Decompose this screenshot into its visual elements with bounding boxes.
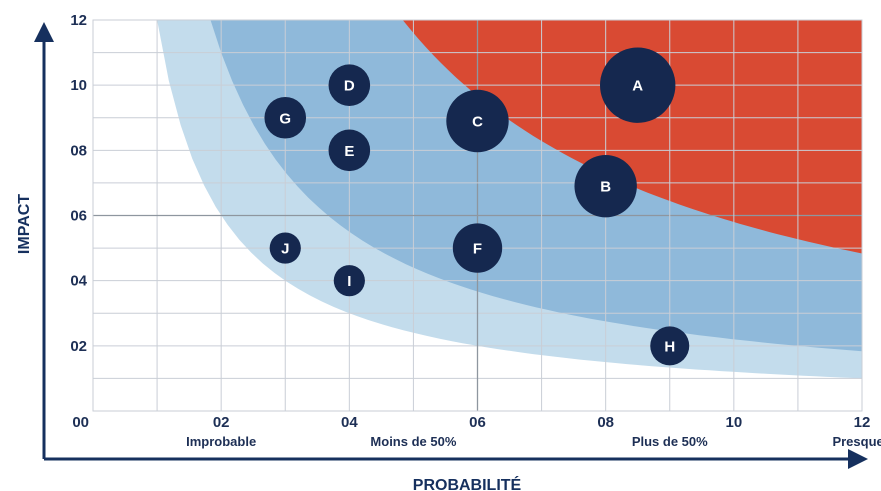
y-tick-label: 04 [70,273,87,290]
y-tick-label: 06 [70,208,87,225]
x-axis-title: PROBABILITÉ [413,475,522,491]
y-tick-label: 08 [70,142,87,159]
bubble-h [650,326,690,366]
bubble-label-d: D [344,78,355,95]
x-tick-label: 04 [341,414,358,431]
bubble-label-e: E [344,143,354,160]
x-tick-label: 00 [72,414,89,431]
x-tick-label: 08 [597,414,614,431]
plot-border [92,19,863,412]
x-category-label: Plus de 50% [632,434,708,449]
x-category-label: Improbable [186,434,256,449]
x-tick-label: 12 [854,414,871,431]
bubble-label-i: I [347,273,351,290]
x-tick-label: 10 [725,414,742,431]
y-tick-label: 12 [70,12,87,29]
bubble-label-f: F [473,241,482,258]
y-tick-label: 02 [70,338,87,355]
bubble-label-h: H [664,338,675,355]
x-category-label: Moins de 50% [370,434,456,449]
bubble-i [333,265,365,297]
bubble-label-g: G [279,110,291,127]
axes [34,22,868,469]
bubbles: A B C D E F G H I J [264,47,690,366]
bubble-c [446,89,509,153]
bubble-b [574,154,637,218]
x-tick-labels: 00 02 04 06 08 10 12 [72,414,870,431]
x-tick-label: 06 [469,414,486,431]
bubble-d [328,64,371,106]
bubble-label-j: J [281,241,289,258]
zone-high [402,20,862,254]
x-category-labels: Improbable Moins de 50% Plus de 50% Presque… [186,434,881,449]
bubble-g [264,96,307,139]
bubble-label-b: B [600,179,611,196]
y-tick-labels: 02 04 06 08 10 12 [70,12,87,355]
x-category-label: Presque certain [832,434,881,449]
bubble-f [452,223,503,273]
bubble-j [269,232,301,264]
bubble-label-a: A [632,78,643,95]
x-tick-label: 02 [213,414,230,431]
y-axis-title: IMPACT [16,194,33,254]
bubble-e [328,129,371,172]
x-axis-arrow-icon [848,449,868,469]
y-tick-label: 10 [70,77,87,94]
bubble-a [600,47,676,123]
y-axis-arrow-icon [34,22,54,42]
bubble-label-c: C [472,114,483,131]
